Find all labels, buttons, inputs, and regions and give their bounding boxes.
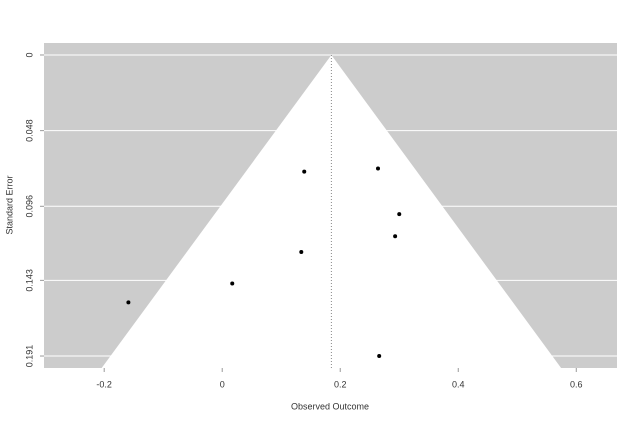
data-point bbox=[377, 354, 382, 359]
x-tick-label: 0.2 bbox=[334, 379, 347, 389]
x-tick-label: 0 bbox=[220, 379, 225, 389]
y-tick-label: 0.143 bbox=[24, 269, 34, 292]
data-point bbox=[397, 212, 402, 217]
y-tick-label: 0.191 bbox=[24, 345, 34, 368]
x-tick-label: 0.4 bbox=[452, 379, 465, 389]
data-point bbox=[230, 281, 235, 286]
data-point bbox=[302, 169, 307, 174]
x-tick-label: -0.2 bbox=[96, 379, 112, 389]
data-point bbox=[126, 300, 131, 305]
y-tick-label: 0 bbox=[24, 52, 34, 57]
y-tick-label: 0.096 bbox=[24, 195, 34, 218]
y-axis-title: Standard Error bbox=[4, 175, 14, 234]
data-point bbox=[376, 166, 381, 171]
data-point bbox=[393, 234, 398, 239]
data-point bbox=[299, 249, 304, 254]
x-axis-title: Observed Outcome bbox=[291, 401, 369, 411]
x-tick-label: 0.6 bbox=[570, 379, 583, 389]
y-tick-label: 0.048 bbox=[24, 119, 34, 142]
